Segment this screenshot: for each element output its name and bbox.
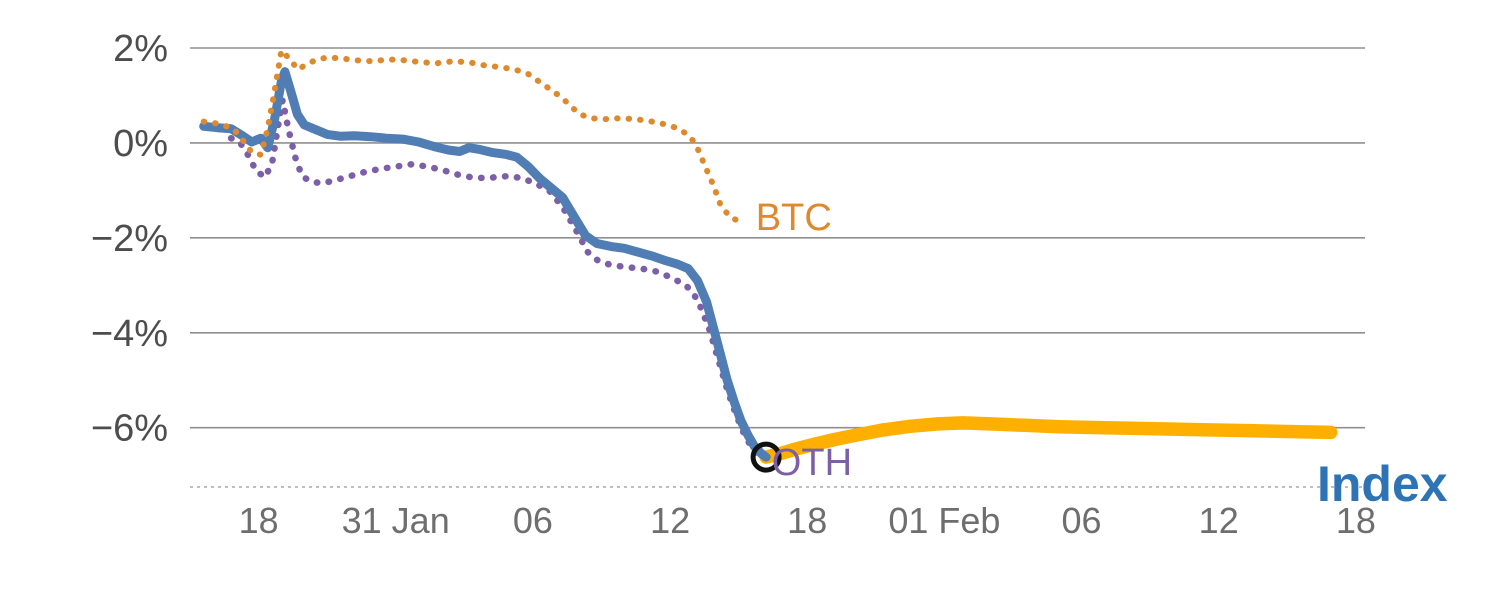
y-tick-label: −2% (91, 218, 168, 260)
x-tick-label: 12 (650, 500, 690, 541)
series-index-extension-line (759, 416, 1338, 464)
x-tick-label: 01 Feb (888, 500, 1000, 541)
current-point-marker (750, 441, 782, 473)
y-tick-label: −4% (91, 313, 168, 355)
series-label-btc: BTC (756, 197, 832, 239)
series-oth-line (227, 96, 765, 461)
x-axis-labels: 18 31 Jan 06 12 18 01 Feb 06 12 18 (239, 500, 1376, 541)
x-tick-label: 06 (1061, 500, 1101, 541)
series-index-line (199, 67, 771, 462)
y-tick-label: 2% (113, 28, 168, 70)
x-tick-label: 18 (1336, 500, 1376, 541)
y-axis-labels: 2% 0% −2% −4% −6% (91, 28, 168, 450)
x-tick-label: 18 (787, 500, 827, 541)
series-label-oth: OTH (772, 442, 852, 484)
y-tick-label: 0% (113, 123, 168, 165)
y-tick-label: −6% (91, 408, 168, 450)
series-label-index: Index (1317, 456, 1448, 512)
gridlines (190, 47, 1365, 429)
x-tick-label: 18 (239, 500, 279, 541)
x-tick-label: 06 (513, 500, 553, 541)
x-tick-label: 12 (1199, 500, 1239, 541)
x-tick-label: 31 Jan (342, 500, 450, 541)
